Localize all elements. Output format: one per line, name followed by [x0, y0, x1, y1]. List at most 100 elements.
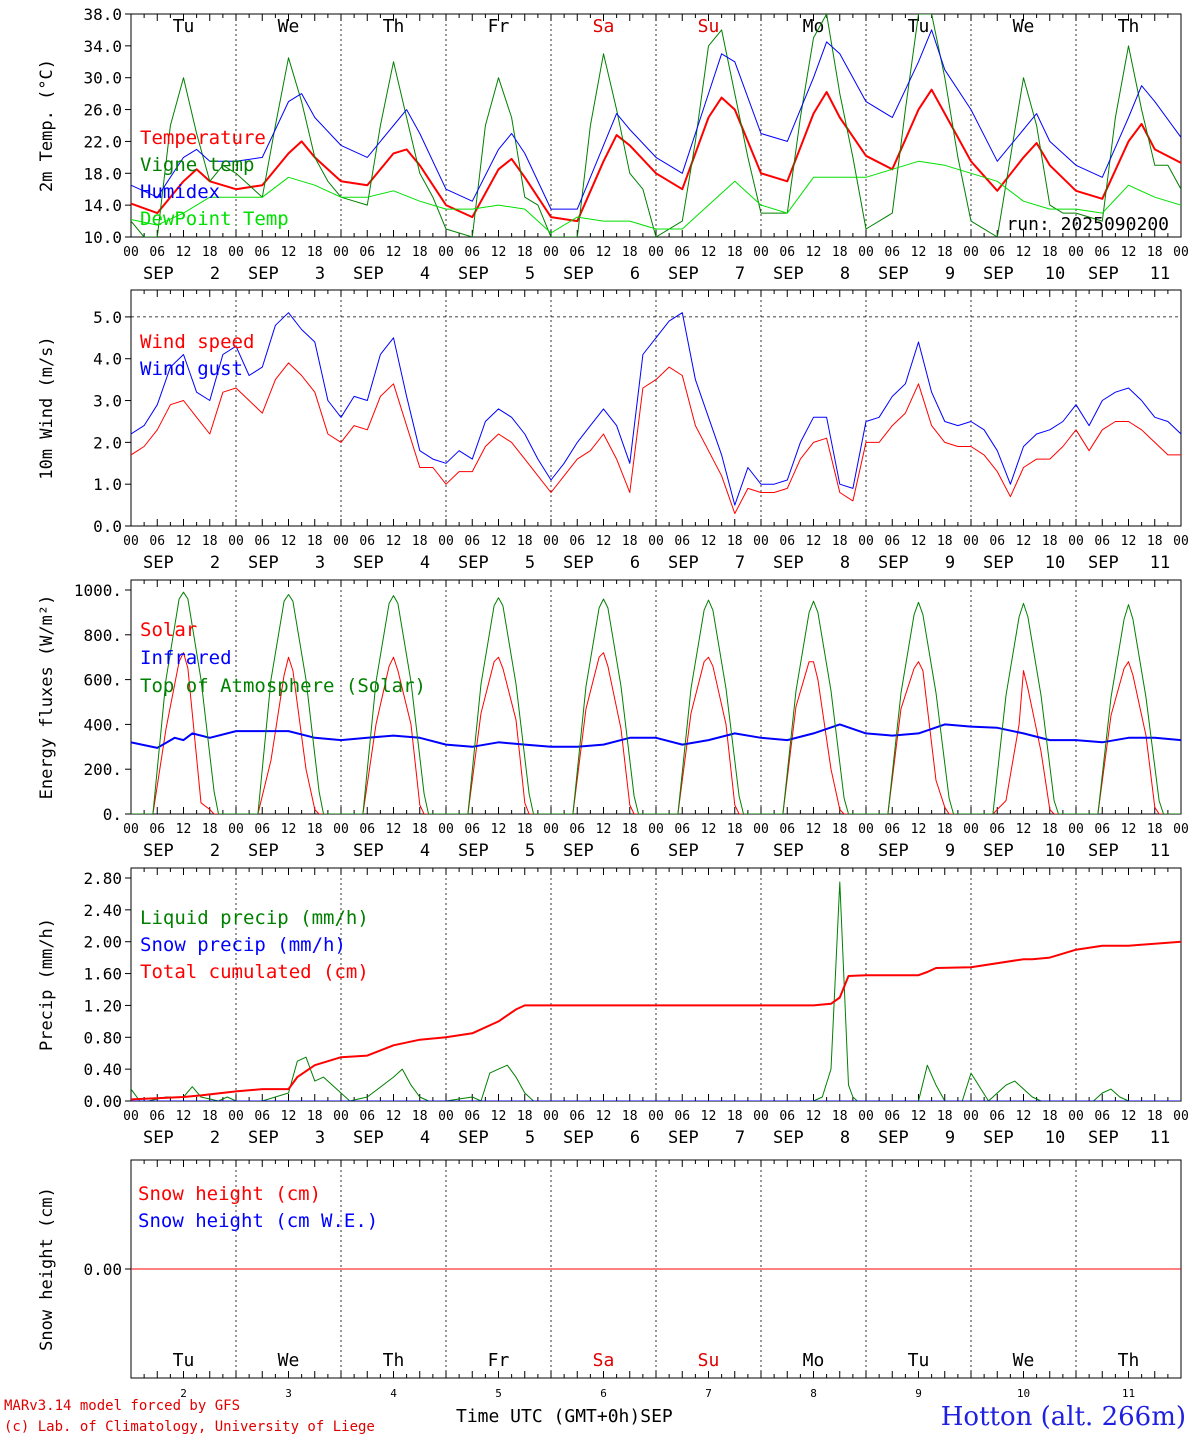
precip-month-label: SEP [143, 1128, 174, 1148]
energy-date-label: 6 [630, 841, 640, 861]
temperature-weekday-label: Th [1118, 16, 1140, 37]
wind-hour-label: 00 [543, 534, 559, 549]
precip-hour-label: 00 [438, 1109, 454, 1124]
energy-hour-label: 12 [1016, 822, 1032, 837]
precip-hour-label: 18 [1147, 1109, 1163, 1124]
temperature-hour-label: 12 [1121, 245, 1137, 260]
precip-hour-label: 00 [543, 1109, 559, 1124]
temperature-series-dewpoint-temp [131, 160, 1181, 234]
temperature-hour-label: 12 [806, 245, 822, 260]
time-axis-label: Time UTC (GMT+0h)SEP [456, 1406, 673, 1427]
temperature-hour-label: 12 [596, 245, 612, 260]
snow-date-number: 10 [1017, 1387, 1030, 1400]
temperature-hour-label: 18 [727, 245, 743, 260]
wind-ytick-label: 5.0 [93, 308, 122, 327]
precip-hour-label: 12 [1121, 1109, 1137, 1124]
precip-hour-label: 18 [832, 1109, 848, 1124]
wind-month-label: SEP [1088, 553, 1119, 573]
temperature-hour-label: 18 [937, 245, 953, 260]
temperature-hour-label: 06 [149, 245, 165, 260]
wind-legend-1: Wind gust [140, 358, 243, 380]
precip-month-label: SEP [983, 1128, 1014, 1148]
temperature-series-vigne-temp [131, 14, 1181, 237]
snow-ytick-label: 0.00 [83, 1260, 122, 1279]
energy-hour-label-end: 00 [1173, 822, 1189, 837]
time-axis-text: Time UTC (GMT+0h) [456, 1406, 641, 1427]
precip-hour-label: 06 [359, 1109, 375, 1124]
energy-hour-label: 18 [832, 822, 848, 837]
temperature-ytick-label: 38.0 [83, 5, 122, 24]
wind-hour-label: 18 [202, 534, 218, 549]
energy-hour-label: 06 [464, 822, 480, 837]
precip-hour-label: 12 [806, 1109, 822, 1124]
wind-hour-label: 12 [911, 534, 927, 549]
precip-ytick-label: 1.60 [83, 965, 122, 984]
temperature-hour-label: 18 [1147, 245, 1163, 260]
temperature-hour-label: 12 [491, 245, 507, 260]
energy-date-label: 11 [1150, 841, 1170, 861]
precip-hour-label: 18 [517, 1109, 533, 1124]
temperature-hour-label: 18 [202, 245, 218, 260]
wind-month-label: SEP [668, 553, 699, 573]
precip-ytick-label: 2.40 [83, 901, 122, 920]
temperature-hour-label: 00 [858, 245, 874, 260]
precip-hour-label: 18 [1042, 1109, 1058, 1124]
precip-hour-label: 12 [596, 1109, 612, 1124]
snow-weekday-label: We [1013, 1350, 1035, 1371]
snow-date-number: 2 [180, 1387, 187, 1400]
wind-hour-label: 12 [701, 534, 717, 549]
precip-hour-label: 00 [228, 1109, 244, 1124]
energy-month-label: SEP [248, 841, 279, 861]
precip-series-liquid-precip-mm-h- [131, 881, 1181, 1101]
precip-hour-label: 06 [254, 1109, 270, 1124]
snow-weekday-label: Fr [488, 1350, 510, 1371]
temperature-legend-2: Humidex [140, 181, 220, 203]
wind-date-label: 3 [315, 553, 325, 573]
wind-date-label: 8 [840, 553, 850, 573]
snow-weekday-label: Th [1118, 1350, 1140, 1371]
precip-date-label: 3 [315, 1128, 325, 1148]
wind-series-wind-speed [131, 362, 1181, 514]
wind-ylabel: 10m Wind (m/s) [37, 336, 57, 479]
energy-hour-label: 00 [543, 822, 559, 837]
snow-date-number: 3 [285, 1387, 292, 1400]
temperature-weekday-label: Sa [593, 16, 615, 37]
wind-hour-label: 18 [937, 534, 953, 549]
wind-month-label: SEP [458, 553, 489, 573]
wind-hour-label: 06 [884, 534, 900, 549]
precip-hour-label: 12 [911, 1109, 927, 1124]
precip-ytick-label: 0.00 [83, 1092, 122, 1111]
precip-hour-label: 12 [176, 1109, 192, 1124]
precip-hour-label: 06 [569, 1109, 585, 1124]
precip-hour-label: 00 [753, 1109, 769, 1124]
precip-ytick-label: 0.80 [83, 1028, 122, 1047]
wind-hour-label: 00 [963, 534, 979, 549]
wind-hour-label: 18 [517, 534, 533, 549]
precip-date-label: 8 [840, 1128, 850, 1148]
precip-hour-label: 06 [464, 1109, 480, 1124]
energy-ylabel: Energy fluxes (W/m²) [37, 595, 57, 800]
wind-hour-label: 06 [779, 534, 795, 549]
wind-hour-label: 06 [1094, 534, 1110, 549]
wind-ytick-label: 0.0 [93, 517, 122, 536]
temperature-ytick-label: 10.0 [83, 228, 122, 247]
wind-date-label: 7 [735, 553, 745, 573]
station-name: Hotton (alt. 266m) [940, 1402, 1186, 1432]
precip-hour-label: 12 [491, 1109, 507, 1124]
temperature-date-label: 2 [210, 264, 220, 284]
temperature-hour-label: 12 [386, 245, 402, 260]
energy-hour-label: 00 [753, 822, 769, 837]
temperature-hour-label: 00 [438, 245, 454, 260]
temperature-hour-label: 06 [569, 245, 585, 260]
precip-hour-label: 18 [937, 1109, 953, 1124]
snow-weekday-label: Mo [803, 1350, 825, 1371]
temperature-hour-label: 18 [832, 245, 848, 260]
temperature-weekday-label: We [278, 16, 300, 37]
wind-hour-label: 06 [989, 534, 1005, 549]
energy-ytick-label: 200. [83, 760, 122, 779]
temperature-date-label: 6 [630, 264, 640, 284]
energy-month-label: SEP [563, 841, 594, 861]
temperature-ytick-label: 34.0 [83, 37, 122, 56]
precip-hour-label: 06 [779, 1109, 795, 1124]
wind-hour-label: 00 [333, 534, 349, 549]
